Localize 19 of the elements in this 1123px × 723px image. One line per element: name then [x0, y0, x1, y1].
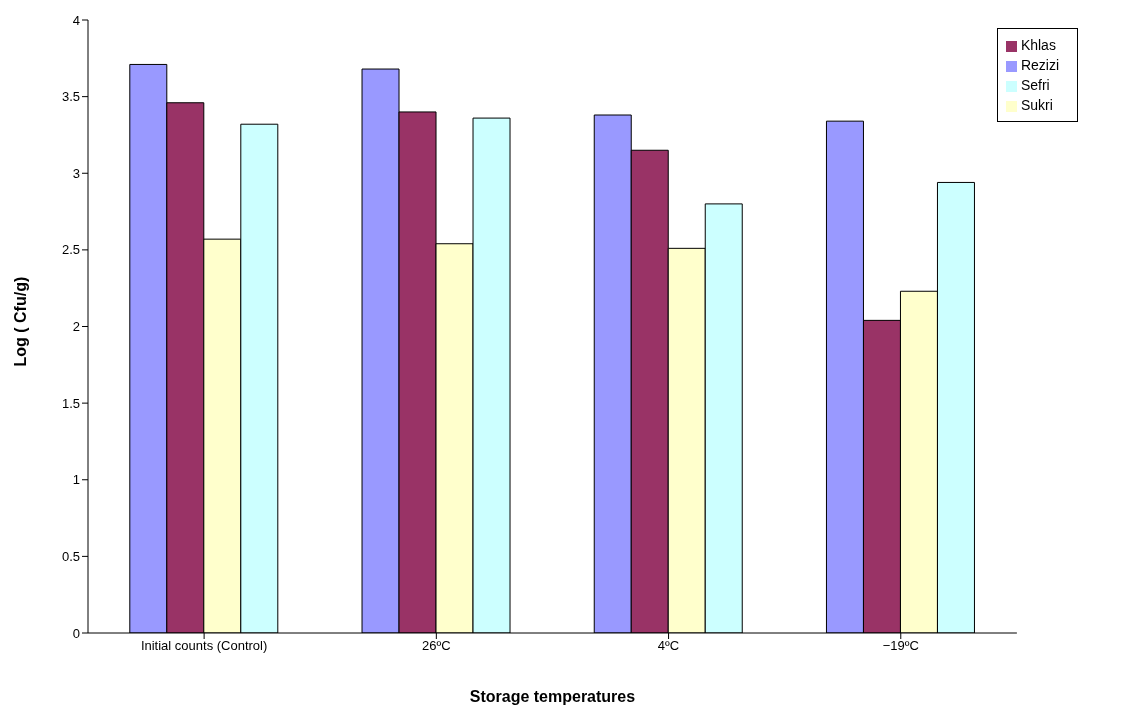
legend-label: Sefri: [1020, 77, 1050, 93]
legend-label: Rezizi: [1020, 57, 1059, 73]
legend-label: Khlas: [1020, 37, 1056, 53]
x-tick-label: 4ºC: [657, 638, 680, 654]
y-tick-label: 1.5: [61, 395, 80, 411]
x-tick-label: Initial counts (Control): [140, 638, 268, 654]
x-tick-label: 26ºC: [422, 638, 451, 654]
y-tick-label: 3: [72, 165, 80, 181]
y-tick-label: 2.5: [61, 242, 80, 258]
y-tick-label: 4: [72, 12, 80, 28]
x-axis-title: Storage temperatures: [469, 688, 636, 706]
y-tick-label: 3.5: [61, 89, 80, 105]
y-tick-label: 0: [72, 625, 80, 641]
y-tick-label: 2: [72, 319, 80, 335]
x-tick-label: −19ºC: [882, 638, 919, 654]
y-tick-label: 0.5: [61, 548, 80, 564]
legend-label: Sukri: [1020, 97, 1053, 113]
y-tick-label: 1: [72, 472, 80, 488]
y-axis-title: Log ( Cfu/g): [11, 276, 29, 367]
